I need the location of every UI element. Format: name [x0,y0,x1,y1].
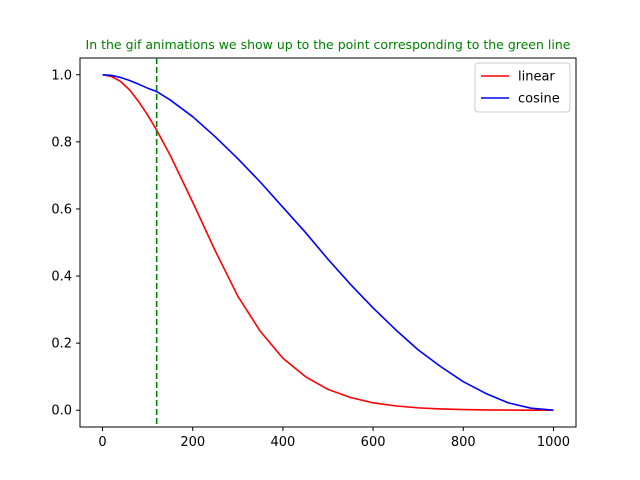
legend-label-linear: linear [518,70,555,85]
chart-title: In the gif animations we show up to the … [86,37,571,52]
series-line-cosine [102,73,554,412]
series-layer [102,58,554,427]
x-tick-label: 600 [361,435,386,450]
x-tick-label: 0 [98,435,106,450]
y-tick-label: 0.8 [51,135,72,150]
y-tick-label: 0.6 [51,202,72,217]
y-tick-label: 0.0 [51,404,72,419]
x-tick-label: 1000 [537,435,570,450]
y-tick-label: 0.4 [51,270,72,285]
y-tick-label: 0.2 [51,337,72,352]
x-axis: 0 200 400 600 800 1000 [98,427,570,450]
plot-area-frame [79,57,577,428]
y-tick-label: 1.0 [51,68,72,83]
legend: linear cosine [474,62,571,113]
x-tick-label: 800 [451,435,476,450]
series-line-linear [102,73,554,412]
x-tick-label: 200 [180,435,205,450]
y-axis: 0.0 0.2 0.4 0.6 0.8 1.0 [51,68,80,419]
x-tick-label: 400 [270,435,295,450]
legend-label-cosine: cosine [518,92,560,107]
